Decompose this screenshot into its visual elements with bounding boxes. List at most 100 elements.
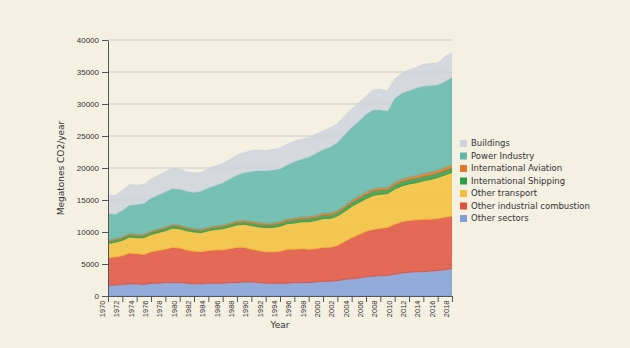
tick-mark xyxy=(237,296,238,302)
tick-mark xyxy=(452,296,453,302)
tick-label: 2010 xyxy=(385,301,394,318)
tick-mark xyxy=(309,296,310,302)
tick-label: 2004 xyxy=(342,301,351,318)
tick: 2010 xyxy=(385,296,395,317)
tick-mark xyxy=(137,296,138,302)
tick: 1988 xyxy=(227,296,237,317)
tick-mark xyxy=(108,296,109,302)
tick-mark xyxy=(165,296,166,302)
tick: 1990 xyxy=(241,296,251,317)
tick-mark xyxy=(180,296,181,302)
tick-mark xyxy=(122,296,123,302)
tick-label: 10000 xyxy=(77,228,100,237)
x-axis: 1970197219741976197819801982198419861988… xyxy=(98,296,452,317)
tick: 1998 xyxy=(299,296,309,317)
grid xyxy=(108,40,452,296)
tick: 1994 xyxy=(270,296,280,317)
y-axis: 0500010000150002000025000300003500040000 xyxy=(77,36,109,301)
legend-swatch xyxy=(460,165,467,172)
tick-mark xyxy=(102,232,108,233)
tick-mark xyxy=(102,72,108,73)
tick-mark xyxy=(337,296,338,302)
tick: 2000 xyxy=(313,296,323,317)
tick-label: 2008 xyxy=(370,301,379,318)
tick: 1992 xyxy=(256,296,266,317)
tick-label: 1988 xyxy=(227,301,236,318)
legend-label: Power Industry xyxy=(471,151,534,161)
tick-mark xyxy=(395,296,396,302)
tick-mark xyxy=(380,296,381,302)
tick-label: 1972 xyxy=(112,301,121,318)
legend-label: Other sectors xyxy=(471,213,529,223)
tick: 2008 xyxy=(370,296,380,317)
tick-mark xyxy=(102,40,108,41)
tick-mark xyxy=(102,264,108,265)
tick-label: 2016 xyxy=(428,301,437,318)
tick-label: 2002 xyxy=(327,301,336,318)
tick: 2012 xyxy=(399,296,409,317)
grid-line xyxy=(108,72,452,73)
tick: 20000 xyxy=(77,164,108,173)
tick-label: 2012 xyxy=(399,301,408,318)
tick: 1970 xyxy=(98,296,108,317)
tick-label: 5000 xyxy=(81,260,99,269)
tick-mark xyxy=(102,296,108,297)
tick-mark xyxy=(102,136,108,137)
tick: 1976 xyxy=(141,296,151,317)
tick-label: 2014 xyxy=(413,301,422,318)
tick-label: 1986 xyxy=(213,301,222,318)
tick-label: 0 xyxy=(95,292,100,301)
plot-area xyxy=(108,53,452,296)
tick-mark xyxy=(266,296,267,302)
tick: 30000 xyxy=(77,100,108,109)
tick-label: 20000 xyxy=(77,164,100,173)
tick: 15000 xyxy=(77,196,108,205)
legend-label: International Shipping xyxy=(471,176,565,186)
legend-swatch xyxy=(460,178,467,185)
tick: 1980 xyxy=(170,296,180,317)
tick: 1982 xyxy=(184,296,194,317)
tick-mark xyxy=(352,296,353,302)
tick-label: 1990 xyxy=(241,301,250,318)
tick: 35000 xyxy=(77,68,108,77)
tick: 2018 xyxy=(442,296,452,317)
y-axis-title: Megatones CO2/year xyxy=(56,120,66,215)
legend-swatch xyxy=(460,203,467,210)
tick-label: 2000 xyxy=(313,301,322,318)
tick-mark xyxy=(102,168,108,169)
legend-item: Other transport xyxy=(460,188,538,198)
legend-item: Other industrial combustion xyxy=(460,201,590,211)
tick-mark xyxy=(151,296,152,302)
tick-label: 1992 xyxy=(256,301,265,318)
legend: BuildingsPower IndustryInternational Avi… xyxy=(460,138,590,223)
x-axis-title: Year xyxy=(269,320,289,330)
tick: 2014 xyxy=(413,296,423,317)
tick-label: 1996 xyxy=(284,301,293,318)
area xyxy=(108,53,452,214)
tick-mark xyxy=(280,296,281,302)
chart: 0500010000150002000025000300003500040000… xyxy=(0,0,630,348)
legend-item: Other sectors xyxy=(460,213,529,223)
tick: 1984 xyxy=(198,296,208,317)
legend-label: Other industrial combustion xyxy=(471,201,590,211)
tick: 40000 xyxy=(77,36,108,45)
legend-swatch xyxy=(460,153,467,160)
tick: 5000 xyxy=(81,260,108,269)
tick-label: 1970 xyxy=(98,301,107,318)
tick: 0 xyxy=(95,292,108,301)
tick-mark xyxy=(438,296,439,302)
tick-label: 35000 xyxy=(77,68,100,77)
legend-swatch xyxy=(460,215,467,222)
tick: 1996 xyxy=(284,296,294,317)
tick-mark xyxy=(194,296,195,302)
tick-label: 30000 xyxy=(77,100,100,109)
tick: 1972 xyxy=(112,296,122,317)
tick-mark xyxy=(251,296,252,302)
tick-label: 1994 xyxy=(270,301,279,318)
tick-label: 1974 xyxy=(127,301,136,318)
tick: 2002 xyxy=(327,296,337,317)
legend-label: Other transport xyxy=(471,188,538,198)
tick: 1974 xyxy=(127,296,137,317)
tick-label: 40000 xyxy=(77,36,100,45)
legend-label: International Aviation xyxy=(471,163,562,173)
